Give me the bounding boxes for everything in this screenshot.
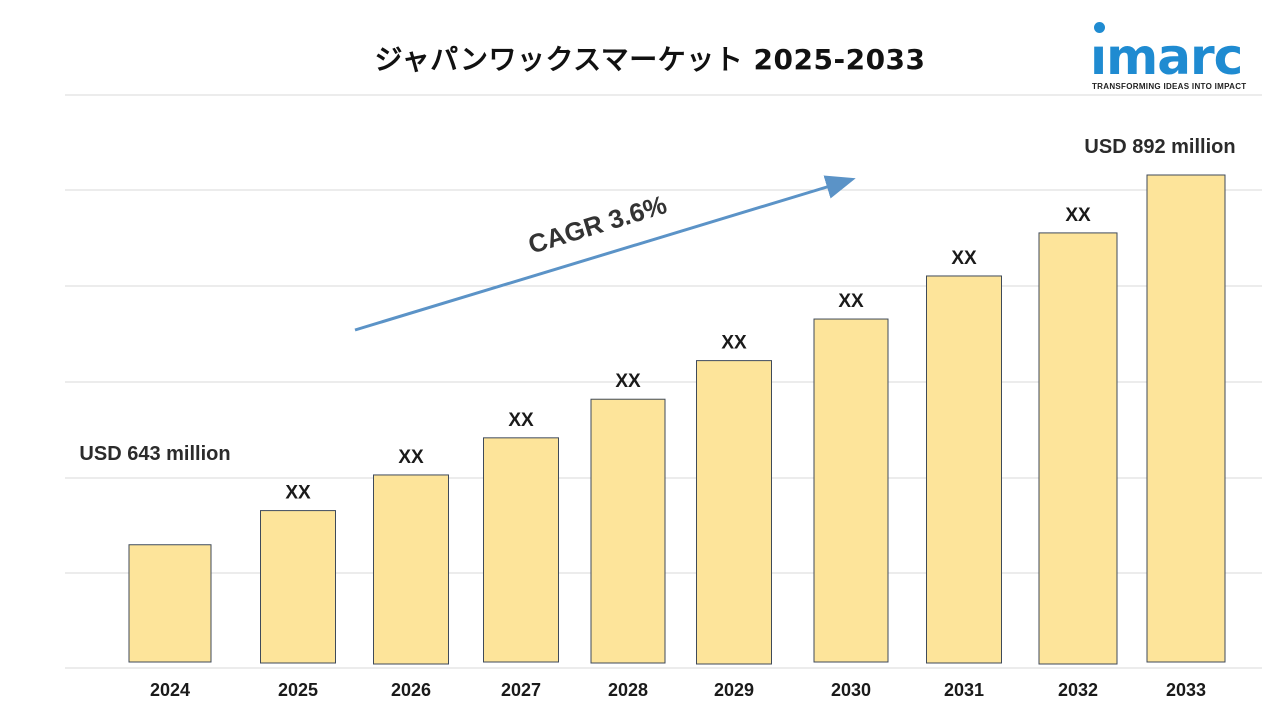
data-label-2031: XX: [951, 248, 977, 269]
data-label-2028: XX: [615, 371, 641, 392]
cagr-arrow: [354, 175, 856, 332]
bar-2030: [813, 318, 889, 663]
bar-2031: [926, 275, 1002, 664]
bar-2025: [260, 510, 336, 664]
data-label-2030: XX: [838, 291, 864, 312]
data-label-2032: XX: [1065, 205, 1091, 226]
data-label-2026: XX: [398, 447, 424, 468]
bar-2024: [128, 544, 212, 663]
x-tick-2024: 2024: [150, 680, 190, 700]
bars: [128, 174, 1226, 665]
bar-2026: [373, 474, 449, 665]
x-tick-2030: 2030: [831, 680, 871, 700]
x-tick-2027: 2027: [501, 680, 541, 700]
bar-2032: [1038, 232, 1118, 665]
logo-tagline: TRANSFORMING IDEAS INTO IMPACT: [1092, 82, 1247, 91]
logo-dot: [1094, 22, 1105, 33]
callout-last-value: USD 892 million: [1084, 136, 1235, 158]
data-label-2027: XX: [508, 410, 534, 431]
bar-2033: [1146, 174, 1226, 663]
x-tick-2033: 2033: [1166, 680, 1206, 700]
chart-title: ジャパンワックスマーケット 2025-2033: [374, 43, 926, 76]
logo-wordmark: ımarc: [1090, 28, 1243, 86]
data-labels: XX XX XX XX XX XX XX XX: [285, 205, 1091, 504]
x-tick-2026: 2026: [391, 680, 431, 700]
bar-2029: [696, 360, 772, 665]
x-tick-labels: 2024 2025 2026 2027 2028 2029 2030 2031 2032 2033: [150, 680, 1206, 700]
callout-first-value: USD 643 million: [79, 443, 230, 465]
bar-2028: [590, 398, 666, 664]
x-tick-2025: 2025: [278, 680, 318, 700]
x-tick-2032: 2032: [1058, 680, 1098, 700]
x-tick-2029: 2029: [714, 680, 754, 700]
cagr-annotation: CAGR 3.6%: [525, 189, 671, 260]
x-tick-2031: 2031: [944, 680, 984, 700]
bar-2027: [483, 437, 559, 663]
x-tick-2028: 2028: [608, 680, 648, 700]
data-label-2025: XX: [285, 483, 311, 504]
data-label-2029: XX: [721, 333, 747, 354]
imarc-logo: ımarc TRANSFORMING IDEAS INTO IMPACT: [1090, 18, 1270, 98]
